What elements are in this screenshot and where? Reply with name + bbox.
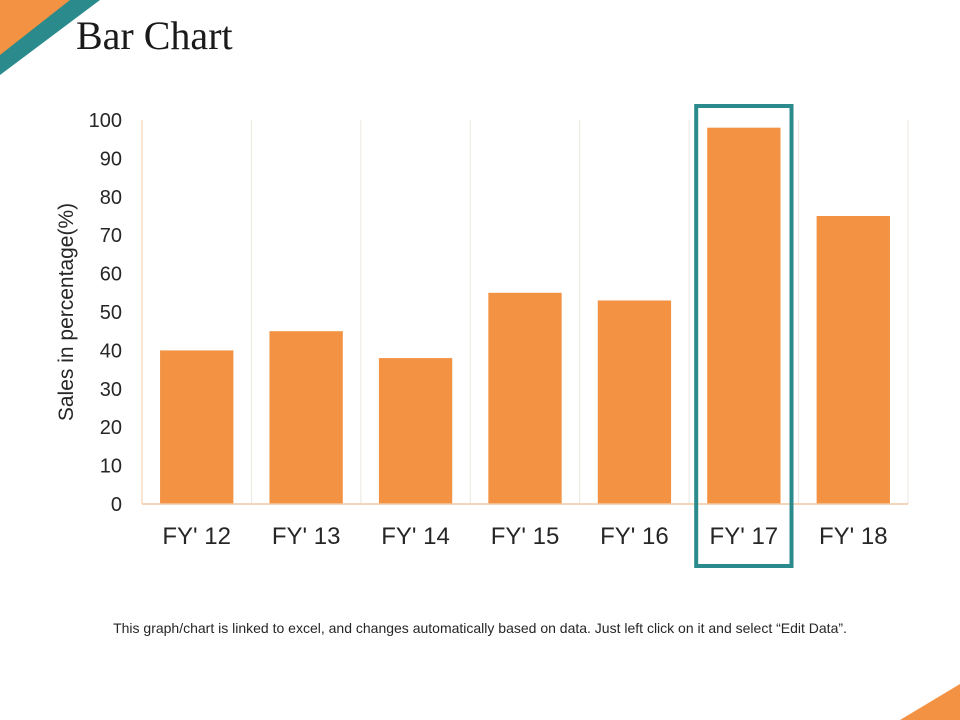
x-tick-label: FY' 18 (819, 523, 888, 550)
page-title: Bar Chart (76, 13, 233, 58)
highlight-box (694, 104, 794, 568)
y-axis-title: Sales in percentage(%) (55, 203, 78, 421)
y-tick-label: 100 (89, 110, 122, 132)
x-tick-label: FY' 12 (162, 523, 231, 550)
corner-decoration-top-left (0, 0, 100, 75)
y-tick-label: 60 (100, 264, 122, 286)
bar (160, 350, 234, 504)
y-tick-label: 0 (111, 494, 122, 516)
bar (488, 292, 562, 504)
y-tick-label: 40 (100, 340, 122, 362)
y-tick-label: 20 (100, 417, 122, 439)
bar (816, 216, 890, 504)
x-tick-label: FY' 15 (491, 523, 560, 550)
bar (707, 127, 781, 505)
bar (269, 331, 343, 504)
y-tick-label: 90 (100, 148, 122, 170)
bar-chart: 0 10 20 30 40 50 60 70 80 90 100 FY' 12 FY' 13 FY' 14… (55, 104, 909, 568)
x-tick-label: FY' 14 (381, 523, 450, 550)
x-tick-label: FY' 17 (710, 523, 779, 550)
y-tick-label: 80 (100, 187, 122, 209)
y-tick-label: 70 (100, 225, 122, 247)
bar (597, 300, 672, 504)
y-tick-label: 30 (100, 379, 122, 401)
x-tick-label: FY' 13 (272, 523, 341, 550)
y-tick-label: 10 (100, 456, 122, 478)
y-tick-label: 50 (100, 302, 122, 324)
footnote: This graph/chart is linked to excel, and… (113, 620, 847, 636)
x-tick-label: FY' 16 (600, 523, 669, 550)
corner-decoration-bottom-right (900, 684, 960, 720)
bar (378, 358, 453, 504)
